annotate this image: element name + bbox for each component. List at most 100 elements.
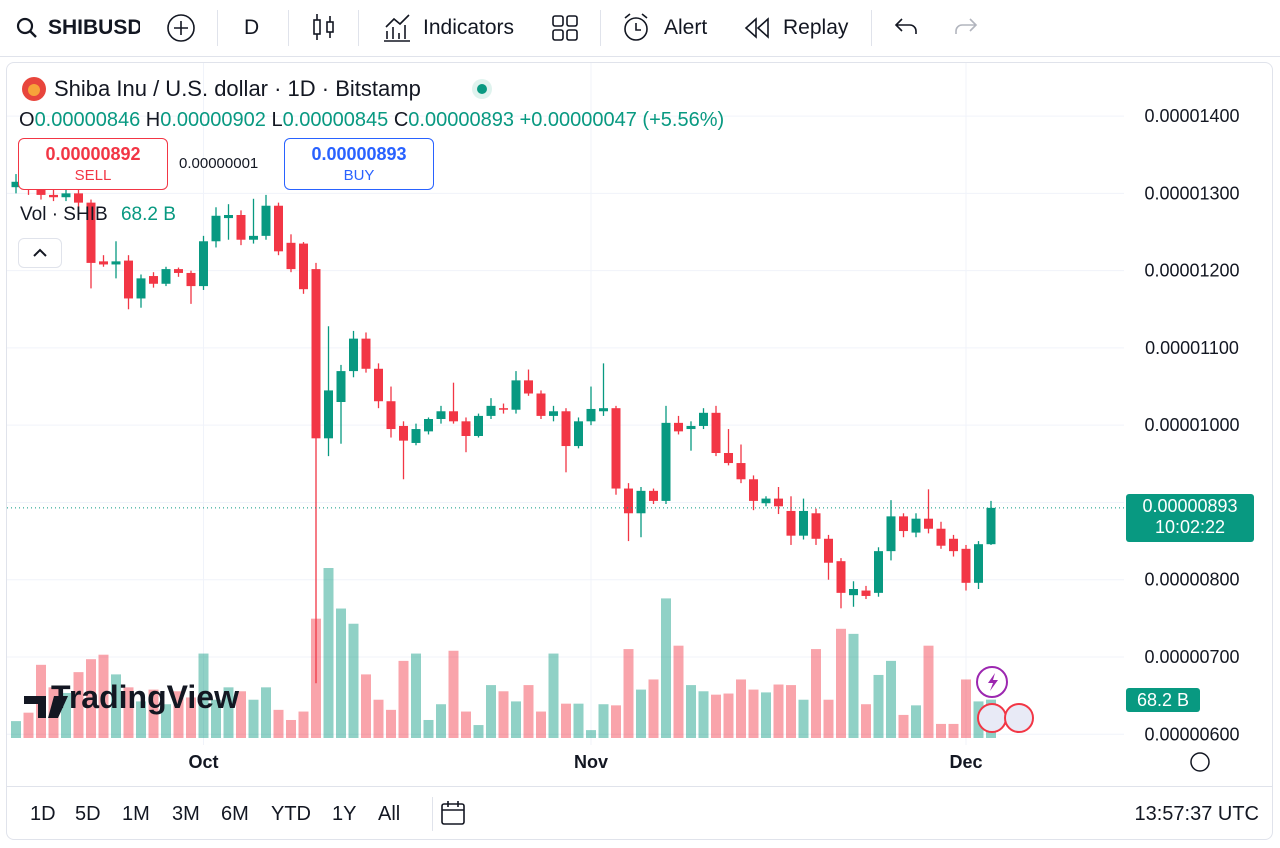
candle-body [299,243,308,290]
volume-bar [211,699,221,738]
bottom-bar: 1D 5D 1M 3M 6M YTD 1Y All 13:57:37 UTC [6,786,1273,841]
volume-bar [936,723,946,738]
event-flag[interactable] [977,703,1007,733]
candle-body [99,261,108,265]
volume-value: 68.2 B [120,204,176,225]
volume-bar [186,697,196,738]
volume-bar [961,679,971,738]
settings[interactable] [1190,752,1210,772]
candle-body [449,411,458,422]
chart-type[interactable] [311,12,337,44]
volume-bar [398,660,409,738]
candle-body [361,338,371,369]
interval[interactable]: D [244,16,260,39]
volume-bar [298,711,309,738]
range-button[interactable]: All [378,803,401,825]
watermark: TradingView [51,679,239,715]
buy-button[interactable]: 0.00000893 BUY [284,138,434,190]
range-button[interactable]: 6M [221,803,249,825]
candle-body [86,202,96,263]
volume-bar [261,687,271,738]
volume-bar [348,623,359,738]
replay[interactable]: Replay [783,16,849,39]
undo[interactable] [894,16,920,38]
range-button[interactable]: YTD [271,803,311,825]
volume-bar [486,685,496,738]
change: +0.00000047 (+5.56%) [519,109,725,131]
volume-bar [73,672,84,738]
alert[interactable]: Alert [664,16,708,39]
volume-bar [598,704,609,738]
volume-bar [661,598,671,738]
sell-button[interactable]: 0.00000892 SELL [18,138,168,190]
goto-date[interactable] [439,799,469,829]
volume-bar [561,703,571,738]
candle-body [861,590,871,596]
volume-bar [386,709,396,738]
volume-bar [886,660,896,738]
candle-body [811,513,821,539]
volume-bar [148,689,159,738]
clock: 13:57:37 UTC [1134,803,1259,825]
volume-name: Vol · SHIB [20,204,108,225]
candle-body [236,215,246,240]
volume-bar [573,703,584,738]
volume-bar [798,699,809,738]
y-tick-label: 0.00001000 [1144,415,1239,435]
candle-body [836,561,846,593]
layouts[interactable] [551,14,579,42]
volume-bar [686,685,696,738]
range-button[interactable]: 3M [172,803,200,825]
volume-bar [673,645,684,738]
candle-body [211,215,221,242]
volume-bar [536,711,546,738]
volume-bar [498,691,509,738]
volume-bar [773,684,784,738]
add-symbol[interactable] [166,13,196,43]
volume-bar [111,674,121,738]
candle-body [474,415,483,436]
volume-bar [723,693,734,738]
redo[interactable] [952,16,978,38]
event-flag[interactable] [1004,703,1034,733]
indicators-icon[interactable] [382,13,412,43]
volume-bar [286,719,296,738]
candle-body [174,269,183,273]
candle-body [411,429,421,443]
h: 0.00000902 [160,109,266,131]
volume-bar [711,694,721,738]
volume-bar [373,699,384,738]
range-button[interactable]: 1Y [332,803,357,825]
indicators[interactable]: Indicators [423,16,515,39]
y-tick-label: 0.00000700 [1144,647,1239,667]
candle-body [636,490,646,514]
symbol[interactable]: SHIBUSD [48,16,140,39]
volume-bar [423,719,434,738]
x-tick-label: Oct [188,752,218,772]
candle-body [974,544,983,583]
volume-bar [273,709,284,738]
replay-icon[interactable] [744,17,770,39]
volume-bar [448,650,459,738]
collapse-legend[interactable] [18,238,62,268]
range-button[interactable]: 1M [122,803,150,825]
volume-bar [586,730,596,738]
volume-bar [461,711,471,738]
volume-bar [623,649,634,738]
y-tick-label: 0.00001300 [1144,183,1239,203]
candle-body [224,215,233,219]
volume-bar [761,692,771,738]
volume-bar [748,689,759,738]
candle-body [111,261,121,265]
chevron [33,248,47,257]
volume-bar [136,701,146,738]
candle-body [949,538,958,552]
alert-icon[interactable] [621,12,653,44]
range-button[interactable]: 5D [75,803,101,825]
volume-bar [911,705,921,738]
y-tick-label: 0.00001200 [1144,261,1239,281]
candle-body [886,516,896,552]
range-button[interactable]: 1D [30,803,56,825]
candle-body [849,589,858,596]
watermark-logo [24,696,68,718]
